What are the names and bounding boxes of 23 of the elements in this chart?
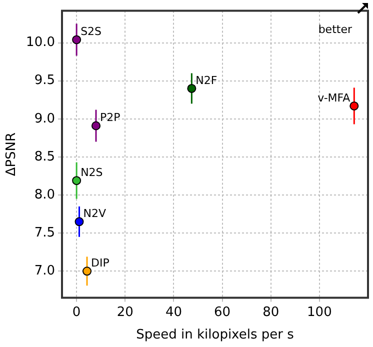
series-label: P2P [100, 111, 121, 124]
series-label: DIP [91, 256, 110, 270]
y-tick-label: 7.5 [34, 225, 55, 240]
y-axis-title: ΔPSNR [4, 132, 20, 176]
x-axis-title: Speed in kilopixels per s [136, 328, 294, 343]
x-tick-label: 20 [116, 304, 134, 320]
series-label: N2F [196, 74, 218, 87]
x-tick-label: 60 [214, 304, 231, 320]
x-tick-label: 0 [72, 304, 81, 320]
x-tick-label: 80 [262, 304, 280, 320]
series-label: S2S [80, 25, 102, 38]
annotation: better [318, 23, 352, 36]
y-tick-label: 10.0 [26, 35, 55, 50]
y-tick-label: 7.0 [34, 264, 55, 279]
y-tick-label: 9.5 [34, 73, 55, 88]
series-label: v-MFA [318, 91, 351, 104]
y-tick-label: 8.0 [34, 187, 55, 202]
series-label: N2V [83, 207, 106, 220]
y-tick-label: 8.5 [34, 149, 55, 164]
series-label: N2S [80, 166, 103, 179]
x-tick-label: 40 [165, 304, 182, 320]
y-tick-label: 9.0 [34, 111, 55, 126]
x-tick-label: 100 [307, 304, 332, 320]
